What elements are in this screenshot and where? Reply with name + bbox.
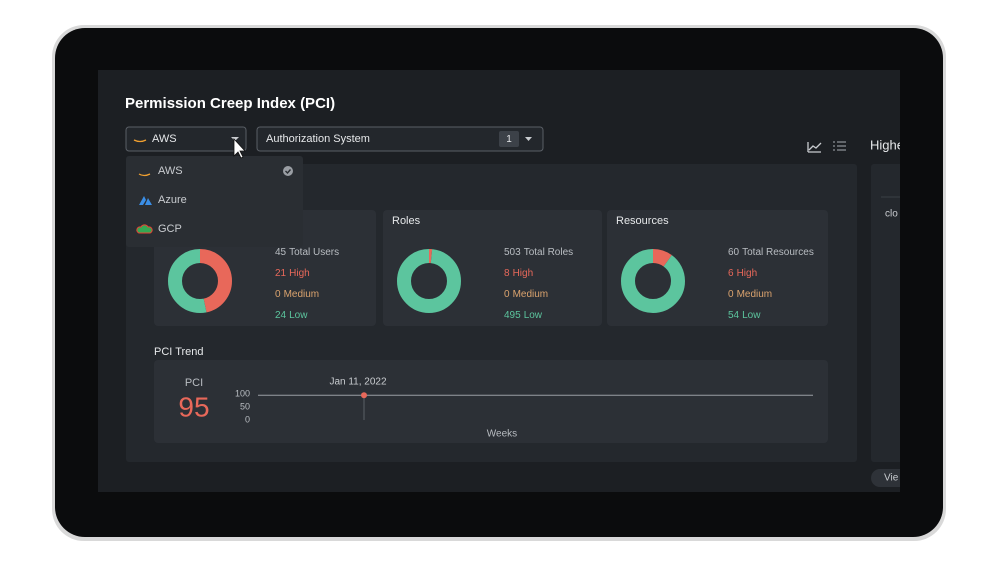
y-tick-label: 50 (240, 401, 250, 411)
total: 45 Total Users (275, 247, 339, 258)
view-button-text[interactable]: Vie (884, 473, 899, 484)
low-count-label: Low (289, 310, 308, 321)
low-count: 54 Low (728, 310, 761, 321)
total-label: Total Roles (524, 247, 573, 258)
medium-count-label: Medium (737, 289, 773, 300)
y-tick-label: 100 (235, 388, 250, 398)
side-row: clo (885, 209, 898, 220)
dropdown-value[interactable]: Authorization System (266, 133, 370, 145)
list-view-icon[interactable] (833, 141, 846, 151)
trend-label: PCI Trend (154, 346, 204, 358)
donut-segment (397, 249, 461, 313)
total: 503 Total Roles (504, 247, 573, 258)
high-count-label: High (737, 268, 758, 279)
trend-point (361, 392, 367, 399)
medium-count: 0 Medium (504, 289, 548, 300)
metric-value: 95 (178, 391, 209, 422)
count-badge (499, 131, 519, 147)
total-label: Total Resources (742, 247, 814, 258)
system-dropdown[interactable]: Authorization System 1 (256, 126, 544, 152)
gcp-icon (136, 224, 153, 234)
y-tick-label: 0 (245, 414, 250, 424)
menu-bg (126, 156, 303, 247)
total-value: 45 (275, 247, 287, 258)
page-title: Permission Creep Index (PCI) (125, 95, 335, 112)
total-value: 503 (504, 247, 521, 258)
caret (525, 137, 532, 141)
total-label: Total Users (289, 247, 339, 258)
menu-item-label[interactable]: AWS (158, 165, 183, 177)
medium-count-label: Medium (284, 289, 320, 300)
line-chart-icon[interactable] (807, 142, 822, 153)
low-count-value: 24 (275, 310, 287, 321)
high-count-label: High (513, 268, 534, 279)
x-axis-label: Weeks (487, 429, 517, 440)
medium-count: 0 Medium (275, 289, 319, 300)
low-count-label: Low (524, 310, 543, 321)
dropdown-box[interactable] (256, 126, 544, 152)
total: 60 Total Resources (728, 247, 814, 258)
high-count: 8 High (504, 268, 533, 279)
view-button-bg[interactable] (871, 469, 921, 487)
high-count: 6 High (728, 268, 757, 279)
high-count: 21 High (275, 268, 310, 279)
point-date: Jan 11, 2022 (329, 377, 387, 388)
total-value: 60 (728, 247, 740, 258)
selected-check-bg (283, 166, 293, 176)
side-panel (871, 164, 900, 462)
list-icon[interactable] (833, 141, 846, 151)
metric-label: PCI (185, 377, 203, 389)
chart-icon[interactable] (807, 142, 822, 153)
medium-count: 0 Medium (728, 289, 772, 300)
donut-segment (168, 249, 232, 313)
low-count-value: 495 (504, 310, 521, 321)
low-count: 24 Low (275, 310, 308, 321)
low-count: 495 Low (504, 310, 543, 321)
mouse-cursor (233, 137, 246, 159)
card-title: Roles (392, 215, 421, 227)
trend: PCI Trend PCI 95 0 50 100 Jan 11, 2022 Weeks (154, 346, 828, 443)
low-count-label: Low (742, 310, 761, 321)
high-count-value: 8 (504, 268, 510, 279)
provider-dropdown[interactable]: AWS (125, 126, 247, 152)
low-count-value: 54 (728, 310, 740, 321)
medium-count-value: 0 (504, 289, 510, 300)
menu-item-label[interactable]: Azure (158, 194, 187, 206)
count-badge-text: 1 (506, 134, 512, 145)
card-title: Resources (616, 215, 669, 227)
menu-items: AWS Azure GCP (126, 157, 303, 243)
side-title: Highe (870, 137, 904, 152)
dropdown-value[interactable]: AWS (152, 133, 177, 145)
high-count-value: 21 (275, 268, 287, 279)
high-count-value: 6 (728, 268, 734, 279)
screen: Permission Creep Index (PCI) AWS Authori… (98, 70, 921, 492)
aws-icon (133, 139, 147, 143)
medium-count-label: Medium (513, 289, 549, 300)
menu-item[interactable] (126, 186, 303, 214)
menu-item[interactable] (126, 215, 303, 243)
medium-count-value: 0 (275, 289, 281, 300)
high-count-label: High (289, 268, 310, 279)
provider-menu: AWS Azure GCP (126, 156, 303, 247)
menu-item-label[interactable]: GCP (158, 223, 182, 235)
trend-panel (154, 360, 828, 443)
donut-segment (621, 249, 685, 313)
dropdown-box[interactable] (125, 126, 247, 152)
selected-check (285, 169, 292, 175)
medium-count-value: 0 (728, 289, 734, 300)
azure-icon (139, 196, 152, 205)
menu-item[interactable] (126, 157, 303, 185)
aws-icon (138, 173, 151, 177)
caret (231, 137, 239, 141)
view-button[interactable]: Vie (871, 469, 921, 487)
